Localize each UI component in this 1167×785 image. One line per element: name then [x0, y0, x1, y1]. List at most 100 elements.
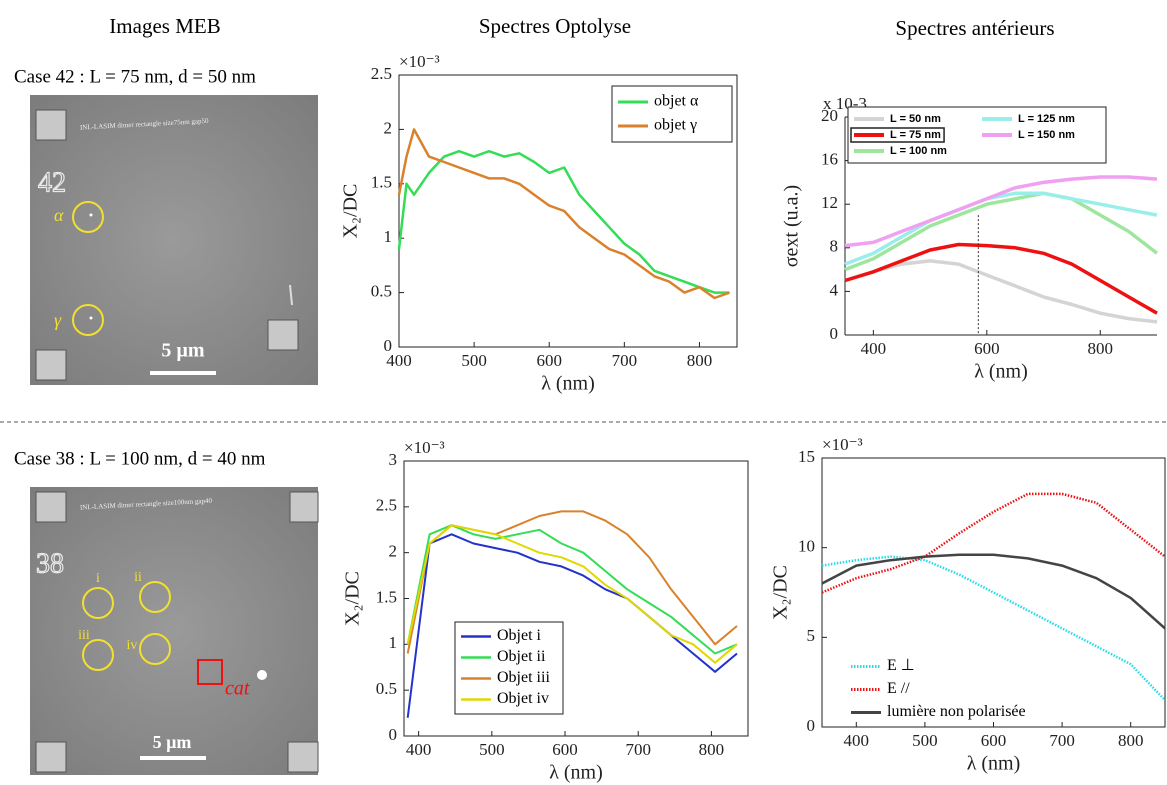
chart: 400 500 600 700 800 0 5 10 15 ×10⁻³ λ (nm) X₂/DC E ⊥… [770, 435, 1166, 775]
legend-label: Objet ii [497, 648, 546, 665]
y-tick-label: 2 [389, 542, 398, 561]
y-tick-label: 5 [807, 626, 816, 645]
x-tick-label: 700 [625, 740, 651, 759]
plot-frame [398, 74, 738, 348]
y-tick-label: 0 [807, 716, 816, 735]
x-tick-label: 800 [687, 351, 713, 370]
y-tick-label: 1 [384, 227, 393, 246]
y-tick-label: 12 [821, 193, 838, 212]
y-tick-label: 2.5 [371, 64, 392, 83]
series-line [821, 555, 1166, 701]
sem-image: INL-LASIM dimer rectangle size100nm gap4… [30, 487, 319, 775]
legend-label: L = 75 nm [890, 129, 941, 141]
x-axis-label: λ (nm) [967, 753, 1021, 775]
x-tick-label: 400 [386, 351, 412, 370]
x-tick-label: 600 [536, 351, 562, 370]
x-tick-label: 400 [406, 740, 432, 759]
series-line [844, 191, 1159, 272]
series-line [397, 128, 730, 300]
y-tick-label: 20 [821, 106, 838, 125]
legend-box [611, 85, 733, 143]
x-tick-label: 500 [461, 351, 487, 370]
x-tick-label: 700 [1049, 731, 1075, 750]
column-header: Spectres Optolyse [479, 14, 631, 38]
x-tick-label: 400 [844, 731, 870, 750]
case-number: 38 [36, 548, 64, 579]
x-tick-label: 800 [1088, 339, 1114, 358]
y-tick-label: 0.5 [376, 679, 397, 698]
case-label: Case 38 : L = 100 nm, d = 40 nm [14, 448, 266, 469]
series-line [844, 259, 1158, 324]
legend-label: E ⊥ [887, 657, 915, 674]
y-axis-label: X₂/DC [770, 565, 792, 620]
chart: 400 500 600 700 800 0 0.5 1 1.5 2 2.5 3 ×10⁻³ λ (nm) X… [342, 438, 749, 784]
series-line [397, 149, 730, 294]
scale-label: 5 µm [153, 732, 192, 752]
y-tick-label: 1.5 [376, 587, 397, 606]
sem-image: INL-LASIM dimer rectangle size75nm gap50… [30, 95, 318, 385]
series-line [406, 533, 738, 718]
x-tick-label: 800 [699, 740, 725, 759]
y-tick-label: 8 [830, 237, 839, 256]
legend-label: Objet i [497, 627, 542, 644]
y-tick-label: 10 [798, 537, 815, 556]
multiplier: ×10⁻³ [399, 52, 440, 71]
marker-label: iii [78, 628, 90, 643]
case-number: 42 [38, 167, 66, 198]
series-line [821, 492, 1166, 594]
legend-label: Objet iv [497, 690, 549, 707]
y-tick-label: 3 [389, 450, 398, 469]
legend-label: E // [887, 680, 910, 697]
x-tick-label: 600 [552, 740, 578, 759]
column-header: Images MEB [109, 14, 220, 38]
marker-label: α [54, 205, 64, 225]
y-tick-label: 0 [384, 336, 393, 355]
y-tick-label: 0.5 [371, 282, 392, 301]
marker-label: iv [127, 638, 138, 653]
x-axis-label: λ (nm) [541, 373, 595, 395]
legend-box [847, 106, 1107, 164]
legend-label: L = 150 nm [1018, 129, 1075, 141]
y-axis-label: σext (u.a.) [781, 185, 803, 267]
x-tick-label: 500 [479, 740, 505, 759]
x-tick-label: 700 [612, 351, 638, 370]
series-line [821, 553, 1166, 630]
x-tick-label: 800 [1118, 731, 1144, 750]
y-tick-label: 4 [830, 280, 839, 299]
plot-frame [821, 457, 1166, 728]
legend-label: Objet iii [497, 669, 550, 686]
y-tick-label: 15 [798, 447, 815, 466]
legend-label: objet α [654, 93, 699, 110]
marker-label: γ [54, 310, 62, 330]
legend-label: L = 50 nm [890, 113, 941, 125]
scale-label: 5 µm [161, 340, 205, 362]
legend-label: lumière non polarisée [887, 703, 1026, 720]
y-tick-label: 2.5 [376, 496, 397, 515]
y-tick-label: 0 [389, 725, 398, 744]
series-line [844, 191, 1158, 266]
x-axis-label: λ (nm) [974, 361, 1028, 383]
legend-highlight [850, 127, 945, 143]
x-tick-label: 600 [981, 731, 1007, 750]
y-tick-label: 1 [389, 633, 398, 652]
series-line [844, 242, 1158, 315]
y-tick-label: 0 [830, 324, 839, 343]
multiplier: ×10⁻³ [822, 435, 863, 454]
y-tick-label: 16 [821, 150, 838, 169]
series-line [406, 524, 738, 664]
x-tick-label: 500 [912, 731, 938, 750]
marker-label: i [96, 571, 100, 586]
x-tick-label: 400 [861, 339, 887, 358]
multiplier: ×10⁻³ [404, 438, 445, 457]
series-line [844, 175, 1158, 248]
marker-label: cat [225, 678, 250, 700]
case-label: Case 42 : L = 75 nm, d = 50 nm [14, 66, 256, 87]
column-header: Spectres antérieurs [895, 16, 1054, 40]
y-axis-label: X₂/DC [342, 571, 364, 626]
y-tick-label: 1.5 [371, 173, 392, 192]
chart: 400 500 600 700 800 0 0.5 1 1.5 2 2.5 ×10⁻³ λ (nm) X₂… [340, 52, 738, 395]
y-axis-label: X₂/DC [340, 184, 362, 239]
legend-label: objet γ [654, 117, 697, 134]
